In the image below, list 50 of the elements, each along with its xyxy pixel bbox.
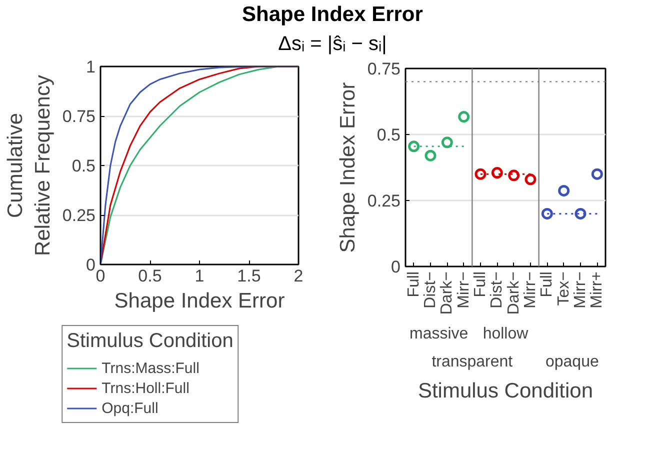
line-series: [100, 66, 298, 264]
point: [541, 208, 553, 220]
chart-title: Shape Index Error: [241, 2, 424, 28]
x-tick-label: 1.5: [237, 266, 261, 286]
y-tick-label: 0.75: [62, 107, 96, 126]
x-tick-label: 2: [294, 266, 304, 286]
point: [524, 174, 536, 186]
x-tick-label: Dark−: [505, 272, 522, 315]
y-tick-label: 0.75: [367, 60, 401, 78]
point: [574, 208, 586, 220]
x-tick-label: Mirr−: [572, 271, 589, 308]
point: [508, 170, 520, 182]
y-tick-label: 0.5: [376, 126, 401, 144]
x-tick-label: Mirr+: [588, 271, 606, 308]
x-tick-label: Dist−: [422, 271, 439, 308]
y-axis-title: Cumulative Relative Frequency: [4, 74, 54, 256]
point: [408, 140, 420, 152]
text: opaque: [545, 354, 599, 370]
point: [424, 150, 436, 162]
legend-label: Trns:Mass:Full: [102, 360, 200, 376]
x-tick-label: Tex−: [555, 271, 572, 306]
x-tick-label: Mirr−: [522, 271, 539, 308]
point: [558, 184, 570, 196]
x-axis-title: Shape Index Error: [114, 290, 285, 312]
x-tick-label: Mirr−: [455, 271, 472, 308]
chart-subtitle: Δsᵢ = |ŝᵢ − sᵢ|: [277, 32, 388, 57]
y-tick-label: 0.5: [72, 156, 96, 176]
text: transparent: [432, 354, 514, 370]
legend-title: Stimulus Condition: [66, 330, 234, 353]
point: [458, 111, 470, 123]
x-tick-label: Dist−: [488, 271, 506, 308]
y-tick-label: 0.25: [62, 206, 96, 225]
x-tick-label: 0.5: [138, 266, 162, 286]
point: [441, 136, 453, 148]
x-tick-label: Full: [472, 272, 489, 298]
text: hollow: [482, 326, 529, 342]
x-axis-title: Stimulus Condition: [418, 380, 594, 402]
x-tick-label: 1: [194, 266, 204, 286]
x-tick-label: Full: [538, 272, 556, 298]
y-tick-label: 0.25: [367, 192, 401, 210]
legend-label: Opq:Full: [102, 400, 158, 416]
x-tick-label: Dark−: [438, 272, 456, 315]
x-tick-label: Full: [405, 272, 422, 298]
point: [491, 167, 503, 179]
point: [474, 168, 486, 180]
text: massive: [409, 326, 468, 342]
legend-label: Trns:Holl:Full: [102, 380, 190, 396]
point: [591, 168, 603, 180]
y-tick-label: 1: [86, 58, 96, 76]
y-axis-title: Shape Index Error: [336, 82, 360, 253]
